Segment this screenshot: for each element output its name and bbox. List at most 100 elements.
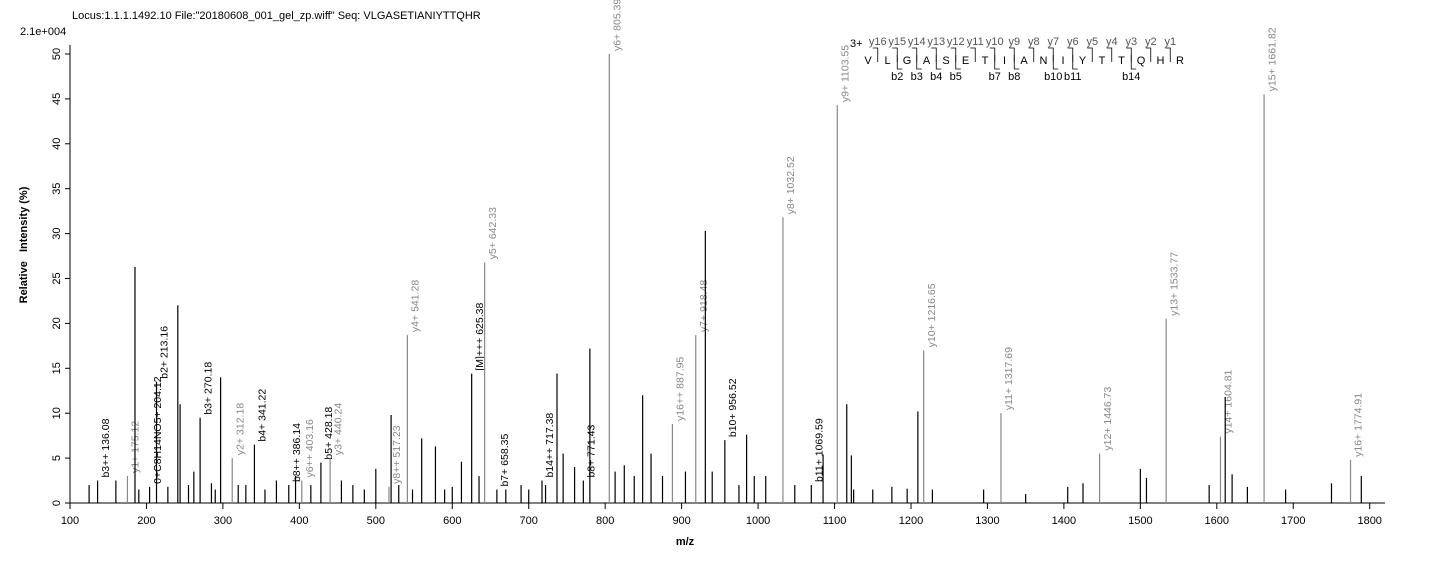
b-bracket: [955, 55, 961, 70]
peak-label: 0+C8H14NO5+ 204.12: [152, 376, 164, 484]
x-axis-label: m/z: [676, 536, 695, 548]
x-tick-label: 700: [520, 515, 538, 527]
b-ion: b2: [891, 71, 903, 83]
y-ion: y15: [888, 36, 906, 48]
b-bracket: [916, 55, 922, 70]
residue: I: [1003, 55, 1006, 67]
peak-label: b8++ 386.14: [291, 423, 303, 482]
peak-label: y9+ 1103.55: [839, 45, 851, 102]
charge: 3+: [850, 38, 863, 50]
peak-label: [M]+++ 625.38: [474, 303, 486, 371]
peak-label: b8+ 771.43: [586, 425, 598, 478]
y-tick-label: 50: [51, 48, 63, 60]
x-tick-label: 1300: [975, 515, 999, 527]
peak-label: b7+ 658.35: [499, 434, 511, 487]
b-bracket: [1072, 55, 1078, 70]
y-ion: y2: [1145, 36, 1157, 48]
y-tick-label: 15: [51, 362, 63, 374]
peak-label: y2+ 312.18: [234, 403, 246, 455]
peak-label: y3+ 440.24: [332, 403, 344, 455]
y-ion: y14: [908, 36, 926, 48]
residue: L: [884, 55, 890, 67]
residue: H: [1157, 55, 1165, 67]
y-bracket: [950, 47, 957, 62]
b-ion: b5: [950, 71, 962, 83]
peak-label: y5+ 642.33: [487, 207, 499, 259]
y-ion: y10: [986, 36, 1004, 48]
residue: G: [903, 55, 912, 67]
y-tick-label: 10: [51, 407, 63, 419]
y-bracket: [911, 47, 918, 62]
peak-label: y16+ 1774.91: [1353, 393, 1365, 457]
b-bracket: [994, 55, 1000, 70]
y-ion: y11: [967, 36, 984, 48]
y-bracket: [1028, 47, 1035, 62]
x-tick-label: 1500: [1128, 515, 1152, 527]
b-ion: b4: [930, 71, 942, 83]
residue: R: [1176, 55, 1184, 67]
x-tick-label: 200: [137, 515, 155, 527]
x-tick-label: 500: [367, 515, 385, 527]
y-tick-label: 45: [51, 93, 63, 105]
y-bracket: [1165, 47, 1171, 62]
peak-label: y14+ 1604.81: [1223, 369, 1235, 433]
peak-label: b11+ 1069.59: [813, 418, 825, 482]
y-ion: y4: [1106, 36, 1118, 48]
y-tick-label: 30: [51, 227, 63, 239]
y-ion: y8: [1028, 36, 1040, 48]
peak-label: b3+ 270.18: [202, 362, 214, 415]
chart-title: Locus:1.1.1.1492.10 File:"20180608_001_g…: [72, 10, 481, 22]
y-tick-label: 25: [51, 272, 63, 284]
b-ion: b7: [989, 71, 1001, 83]
peak-label: y16++ 887.95: [675, 357, 687, 421]
y-ion: y12: [947, 36, 965, 48]
x-tick-label: 1800: [1357, 515, 1381, 527]
b-bracket: [1013, 55, 1020, 70]
peak-label: b2+ 213.16: [159, 326, 171, 379]
peak-label: y11+ 1317.69: [1003, 347, 1015, 410]
peak-label: b14++ 717.38: [544, 413, 556, 478]
x-tick-label: 1600: [1205, 515, 1229, 527]
b-ion: b10: [1044, 71, 1062, 83]
residue: N: [1040, 55, 1048, 67]
x-tick-label: 1400: [1052, 515, 1076, 527]
x-tick-label: 300: [214, 515, 232, 527]
y-ion: y9: [1008, 36, 1020, 48]
y-bracket: [1067, 47, 1074, 62]
residue: Q: [1137, 55, 1146, 67]
residue: S: [942, 55, 949, 67]
b-bracket: [1130, 55, 1137, 70]
y-ion: y1: [1164, 36, 1176, 48]
y-bracket: [1048, 47, 1054, 62]
peak-label: y7+ 918.48: [698, 280, 710, 332]
peak-label: y6++ 403.16: [304, 419, 316, 478]
y-bracket: [1126, 47, 1132, 62]
y-tick-label: 0: [51, 500, 63, 506]
b-bracket: [935, 55, 942, 70]
residue: V: [864, 55, 872, 67]
peak-label: y1+ 175.12: [130, 421, 142, 473]
residue: A: [1020, 55, 1028, 67]
peak-label: b10+ 956.52: [727, 378, 739, 437]
y-bracket: [892, 47, 898, 62]
scale-note: 2.1e+004: [20, 26, 66, 38]
peak-label: b3++ 136.08: [100, 418, 112, 477]
b-ion: b14: [1122, 71, 1140, 83]
peak-label: y13+ 1533.77: [1168, 252, 1180, 316]
y-tick-label: 5: [51, 455, 63, 461]
y-tick-label: 20: [51, 317, 63, 329]
y-ion: y16: [869, 36, 887, 48]
residue: I: [1061, 55, 1064, 67]
y-ion: y6: [1067, 36, 1079, 48]
b-ion: b3: [911, 71, 923, 83]
peak-label: y6+ 805.39: [611, 0, 623, 51]
y-bracket: [872, 47, 879, 62]
y-ion: y7: [1047, 36, 1059, 48]
b-bracket: [1052, 55, 1059, 70]
residue: A: [923, 55, 931, 67]
x-tick-label: 100: [61, 515, 79, 527]
peak-label: y10+ 1216.65: [926, 283, 938, 347]
y-axis-label: Relative Intensity (%): [18, 186, 30, 303]
x-tick-label: 400: [290, 515, 308, 527]
